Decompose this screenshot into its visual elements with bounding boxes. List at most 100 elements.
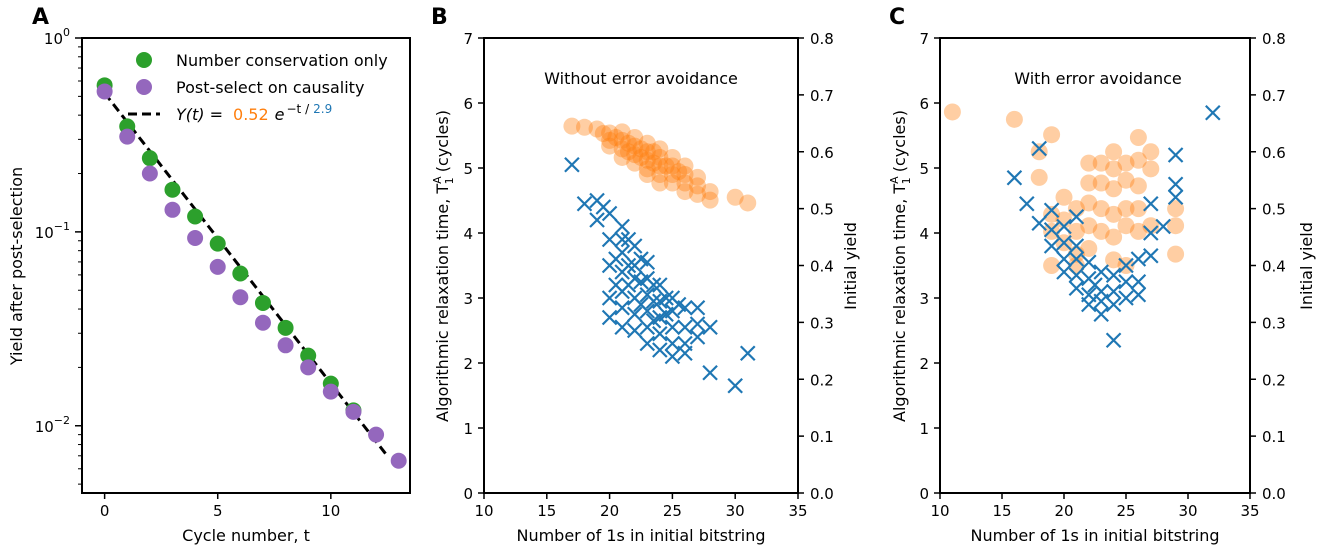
yield-point [663, 157, 681, 175]
panel-b-right-y-label: Initial yield [841, 222, 860, 310]
panel-a-x-ticks: 0 5 10 [100, 493, 340, 520]
relaxation-point [1043, 221, 1060, 238]
green-point [141, 150, 158, 167]
green-point [232, 265, 249, 282]
relaxation-point [1093, 264, 1109, 280]
purple-point [300, 359, 317, 376]
x-tick-label: 20 [1054, 502, 1073, 520]
relaxation-point [1130, 273, 1147, 290]
relaxation-point [1081, 296, 1097, 313]
relaxation-point [1031, 140, 1047, 157]
fit-prefix: Y(t) = [176, 105, 223, 124]
yield-point [645, 154, 663, 172]
relaxation-point [1031, 215, 1047, 232]
relaxation-point [614, 299, 630, 316]
relaxation-point [702, 319, 718, 336]
yield-point [1167, 217, 1185, 235]
relaxation-point [1056, 251, 1072, 267]
purple-point [209, 258, 226, 275]
yield-point [613, 148, 631, 166]
right-y-tick-label: 0.1 [1262, 428, 1286, 446]
x-tick-label: 25 [1116, 502, 1135, 520]
yield-point [676, 157, 694, 175]
relaxation-point [664, 335, 681, 352]
fit-tau: 2.9 [313, 102, 332, 116]
purple-point [232, 289, 249, 306]
left-y-tick-label: 4 [463, 225, 473, 243]
yield-point [1167, 200, 1185, 218]
relaxation-point [1167, 147, 1184, 163]
purple-point [368, 426, 385, 443]
relaxation-point [1118, 290, 1134, 306]
yield-point [1080, 154, 1098, 172]
yield-point [1080, 239, 1098, 257]
relaxation-point [639, 254, 656, 271]
panel-c-left-y-label: Algorithmic relaxation time, TA1 (cycles… [888, 110, 913, 422]
left-y-tick-label: 5 [463, 160, 473, 178]
x-tick-label: 10 [930, 502, 949, 520]
panel-c-left-y-ticks: 0 1 2 3 4 5 6 7 [919, 30, 940, 503]
yield-point [626, 154, 644, 172]
relaxation-point [1006, 169, 1023, 186]
left-y-tick-label: 1 [919, 420, 929, 438]
yield-point [1055, 211, 1073, 229]
right-y-tick-label: 0.5 [1262, 201, 1286, 219]
yield-point [1105, 228, 1123, 246]
yield-point [1043, 126, 1061, 144]
legend-marker-purple [136, 79, 152, 95]
panel-b-left-y-label: Algorithmic relaxation time, TA1 (cycles… [431, 110, 456, 422]
purple-point [345, 403, 362, 420]
right-y-tick-label: 0.4 [1262, 258, 1286, 276]
yield-point [1080, 217, 1098, 235]
yield-point [1129, 129, 1147, 147]
relaxation-point [1167, 189, 1184, 206]
relaxation-point [601, 309, 618, 326]
yield-point [1129, 222, 1147, 240]
right-y-tick-label: 0.1 [810, 428, 834, 446]
yield-point [1105, 180, 1123, 198]
panel-b-right-y-ticks: 0.0 0.1 0.2 0.3 0.4 0.5 0.6 0.7 0.8 [798, 30, 834, 503]
yield-point [563, 117, 581, 135]
panel-c-left-y-label-sub: 1 [900, 177, 913, 184]
right-y-tick-label: 0.2 [1262, 371, 1286, 389]
panel-b-annotation: Without error avoidance [544, 69, 738, 88]
yield-point [1043, 257, 1061, 274]
panel-a-y-label: Yield after post-selection [7, 167, 26, 366]
yield-point [689, 185, 707, 203]
relaxation-point [1068, 208, 1085, 225]
relaxation-point [1167, 176, 1184, 193]
panel-a-legend: Number conservation only Post-select on … [128, 51, 388, 124]
yield-point [619, 134, 637, 152]
yield-point [607, 129, 625, 147]
relaxation-point [1105, 267, 1122, 284]
yield-point [670, 163, 688, 181]
left-y-tick-label: 7 [463, 30, 473, 48]
relaxation-point [1081, 254, 1097, 271]
yield-point [1092, 222, 1110, 240]
fit-base: e [275, 105, 285, 124]
panel-b-x-label: Number of 1s in initial bitstring [516, 526, 765, 545]
yield-point [651, 140, 669, 158]
yield-point [575, 118, 593, 136]
relaxation-point [620, 257, 637, 274]
relaxation-point [1093, 293, 1109, 310]
relaxation-point [652, 325, 668, 342]
left-y-tick-label: 5 [919, 160, 929, 178]
right-y-tick-label: 0.7 [1262, 87, 1286, 105]
yield-point [1129, 177, 1147, 195]
right-y-tick-label: 0.3 [1262, 314, 1286, 332]
relaxation-point [1205, 104, 1221, 121]
panel-b-left-y-ticks: 0 1 2 3 4 5 6 7 [463, 30, 484, 503]
y-tick-label: 10−1 [35, 220, 70, 242]
x-tick-label: 15 [992, 502, 1011, 520]
panel-b-left-y-label-main: Algorithmic relaxation time, T [433, 184, 452, 422]
yield-point [1080, 194, 1098, 212]
relaxation-point [652, 342, 668, 358]
relaxation-point [639, 303, 656, 319]
panel-a-y-ticks: 10−2 10−1 100 [35, 26, 82, 485]
yield-point [943, 103, 961, 121]
panel-b-frame [483, 37, 799, 494]
yield-point [1117, 154, 1135, 172]
yield-point [676, 183, 694, 201]
yield-point [1117, 171, 1135, 189]
